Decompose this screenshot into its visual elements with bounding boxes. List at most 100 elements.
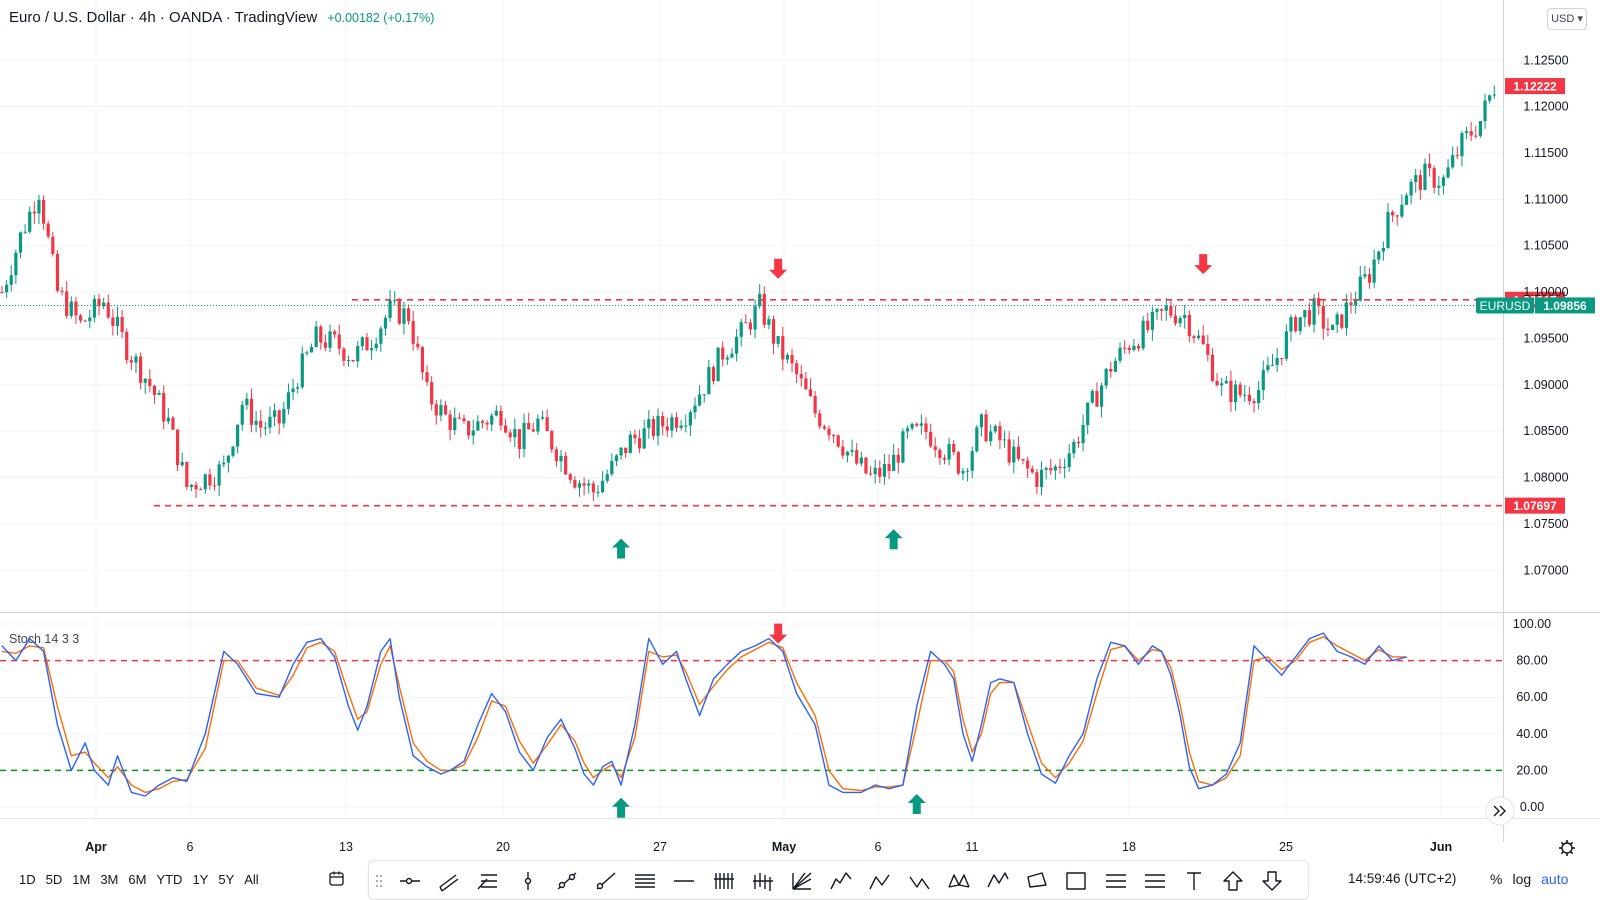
candle[interactable] (1173, 305, 1178, 326)
candle[interactable] (1086, 402, 1090, 435)
candle[interactable] (734, 328, 739, 362)
candle[interactable] (896, 447, 900, 474)
candle[interactable] (1358, 265, 1362, 302)
candle[interactable] (102, 297, 106, 310)
short-position-icon[interactable] (1142, 869, 1168, 893)
pitchfork-icon[interactable] (475, 869, 501, 893)
candle[interactable] (194, 481, 198, 498)
candle[interactable] (222, 455, 226, 468)
candle[interactable] (1451, 146, 1455, 169)
candle[interactable] (517, 429, 522, 459)
range-button-1y[interactable]: 1Y (192, 872, 209, 887)
candle[interactable] (92, 295, 96, 323)
candle[interactable] (808, 378, 813, 398)
candle[interactable] (1072, 439, 1076, 459)
scale-option-log[interactable]: log (1512, 871, 1532, 887)
candle[interactable] (1063, 458, 1067, 479)
gear-icon[interactable] (1559, 840, 1575, 856)
candle[interactable] (88, 309, 92, 329)
range-button-3m[interactable]: 3M (100, 872, 119, 887)
candle[interactable] (351, 359, 355, 363)
candle[interactable] (1196, 329, 1201, 341)
candle[interactable] (1404, 193, 1409, 205)
candle[interactable] (467, 420, 471, 440)
candle[interactable] (28, 206, 32, 234)
candle[interactable] (1432, 165, 1436, 194)
candle[interactable] (813, 390, 817, 418)
candle[interactable] (711, 365, 716, 385)
candle[interactable] (1270, 353, 1275, 366)
candle[interactable] (416, 335, 420, 351)
candle[interactable] (522, 413, 526, 458)
candle[interactable] (199, 487, 203, 491)
candle[interactable] (494, 405, 498, 417)
candle[interactable] (929, 423, 933, 449)
candle[interactable] (947, 437, 951, 466)
candle[interactable] (952, 440, 956, 456)
candle[interactable] (106, 294, 110, 319)
candle[interactable] (647, 410, 651, 439)
candle[interactable] (14, 249, 18, 284)
scroll-to-realtime-button[interactable] (1485, 796, 1515, 826)
gann-fan-icon[interactable] (789, 869, 815, 893)
candle[interactable] (1099, 382, 1104, 418)
candle[interactable] (1132, 339, 1136, 352)
candle[interactable] (323, 334, 327, 352)
candle[interactable] (1377, 250, 1381, 265)
candle[interactable] (868, 466, 873, 477)
candle[interactable] (356, 341, 360, 368)
candle[interactable] (453, 407, 457, 436)
fib-retracement-icon[interactable] (632, 869, 658, 893)
stoch-k-line[interactable] (1, 632, 1407, 797)
candle[interactable] (933, 437, 937, 458)
candle[interactable] (490, 413, 494, 432)
candle[interactable] (1386, 203, 1390, 249)
candle[interactable] (1049, 459, 1053, 476)
candle[interactable] (901, 428, 905, 464)
candle[interactable] (217, 460, 221, 497)
candle[interactable] (841, 439, 845, 460)
candle[interactable] (1044, 466, 1048, 480)
candle[interactable] (804, 371, 808, 390)
candle[interactable] (1164, 297, 1168, 321)
candle[interactable] (1437, 176, 1441, 196)
candle[interactable] (370, 340, 374, 360)
symbol-title[interactable]: Euro / U.S. Dollar · 4h · OANDA · Tradin… (9, 9, 318, 26)
candle[interactable] (707, 359, 711, 395)
arrow-down-icon[interactable] (1259, 869, 1285, 893)
candle[interactable] (1229, 370, 1233, 412)
candle[interactable] (744, 314, 748, 324)
candle[interactable] (1354, 291, 1358, 314)
candle[interactable] (924, 417, 928, 440)
candle[interactable] (374, 337, 378, 352)
candle[interactable] (499, 405, 503, 431)
candle[interactable] (286, 383, 291, 415)
candle[interactable] (259, 410, 263, 438)
candle[interactable] (65, 281, 69, 319)
candle[interactable] (1067, 444, 1071, 472)
vertical-line-icon[interactable] (515, 869, 541, 893)
candle[interactable] (236, 424, 240, 454)
horizontal-ray-icon[interactable] (397, 869, 423, 893)
candle[interactable] (915, 422, 919, 428)
candle[interactable] (1178, 315, 1182, 327)
candle[interactable] (249, 388, 254, 433)
candle[interactable] (78, 313, 83, 324)
candle[interactable] (564, 451, 568, 476)
candle[interactable] (171, 415, 175, 430)
candle[interactable] (1460, 130, 1464, 167)
candle[interactable] (591, 480, 595, 502)
candle[interactable] (420, 345, 425, 381)
ray-icon[interactable] (593, 869, 619, 893)
candle[interactable] (277, 409, 281, 435)
scale-option-percent[interactable]: % (1490, 871, 1503, 887)
arrow-up-icon[interactable] (1220, 869, 1246, 893)
candle[interactable] (125, 328, 129, 365)
candle[interactable] (892, 443, 896, 472)
candle[interactable] (651, 415, 656, 441)
candle[interactable] (1349, 292, 1353, 314)
candle[interactable] (148, 369, 152, 393)
candle[interactable] (296, 383, 300, 394)
trend-line-icon[interactable] (554, 869, 580, 893)
candle[interactable] (272, 403, 277, 426)
